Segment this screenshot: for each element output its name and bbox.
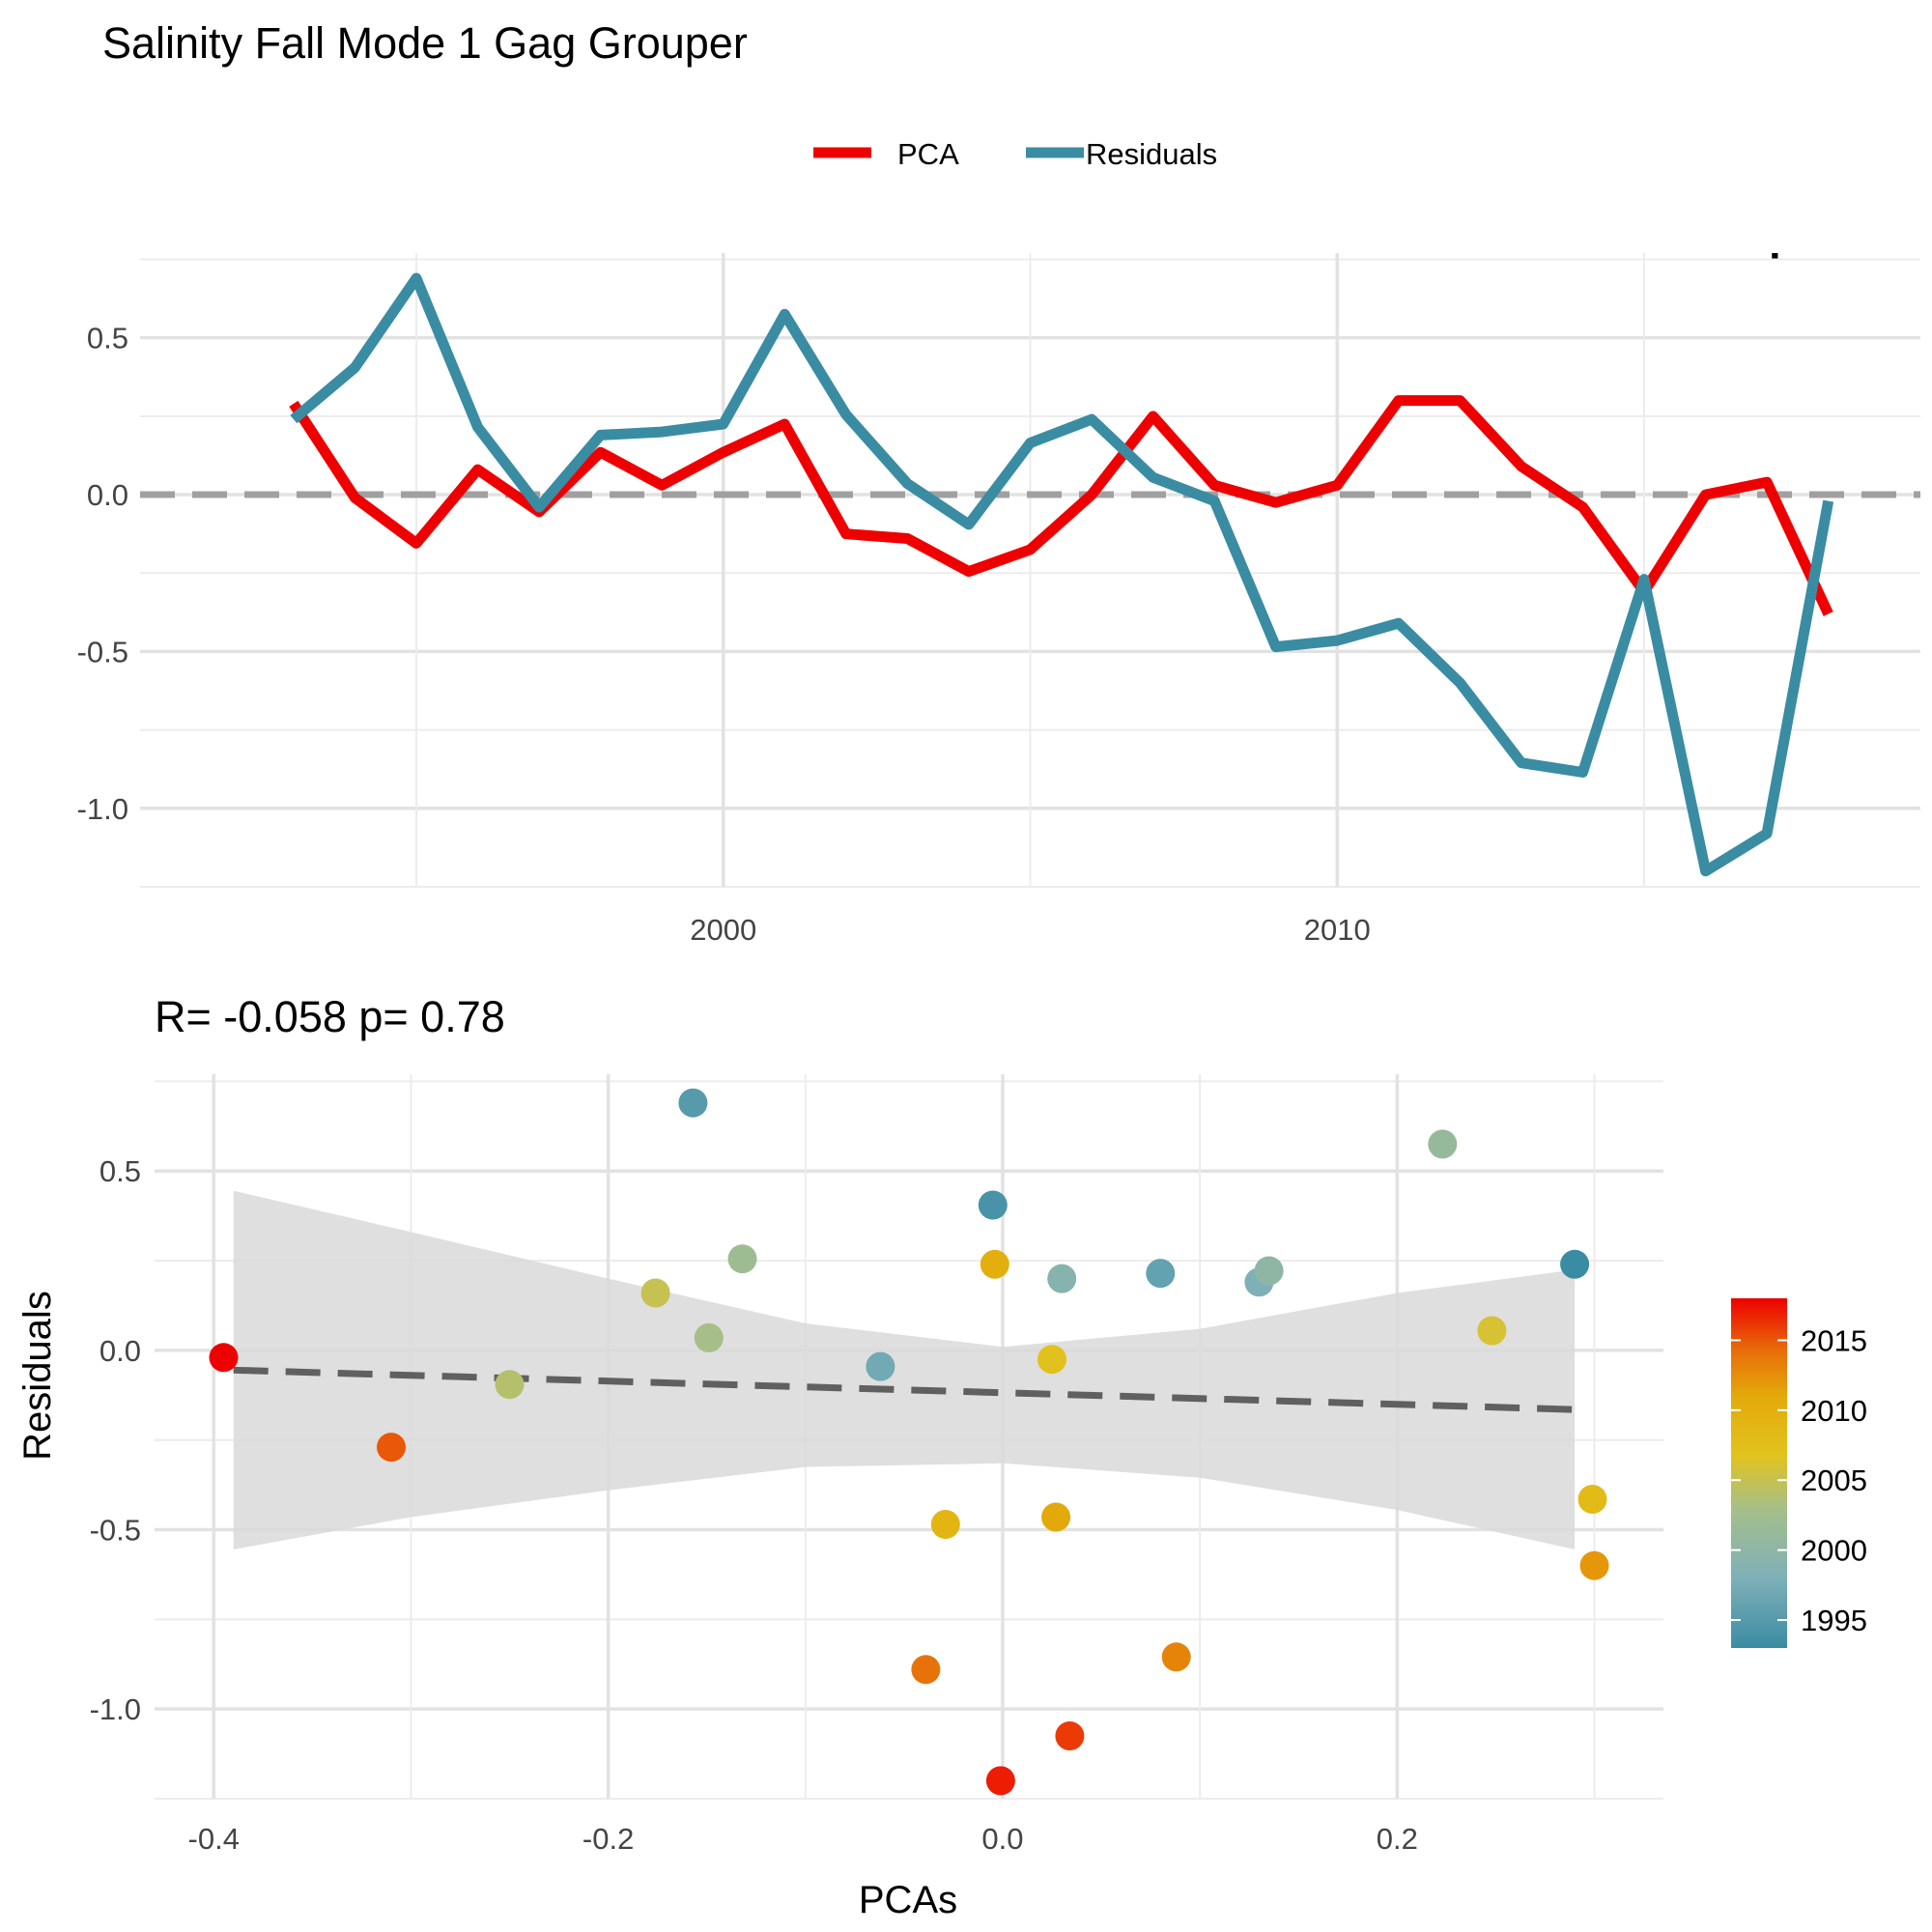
scatter-point xyxy=(1055,1721,1085,1750)
colorbar-tick-label: 2005 xyxy=(1801,1463,1867,1497)
top-y-ticks: 0.5 0.0 -0.5 -1.0 xyxy=(77,322,128,826)
legend-label-pca: PCA xyxy=(897,137,959,171)
colorbar: 2015 2010 2005 2000 1995 xyxy=(1731,1298,1867,1648)
line-chart: 0.5 0.0 -0.5 -1.0 2000 2010 R= -0.058 p= 0.7… xyxy=(77,137,1920,947)
top-corner-label: R= -0.058 p= 0.78 xyxy=(1565,210,1918,259)
x-tick-label: 0.2 xyxy=(1377,1822,1418,1856)
scatter-point xyxy=(978,1190,1008,1220)
scatter-point xyxy=(377,1433,406,1463)
scatter-point xyxy=(911,1655,941,1685)
scatter-point xyxy=(1477,1316,1507,1346)
x-tick-label: 2000 xyxy=(690,913,756,947)
colorbar-tick-label: 2000 xyxy=(1801,1534,1867,1568)
scatter-chart: R= -0.058 p= 0.78 0.50.0-0.5-1.0 -0.4 -0.… xyxy=(16,992,1867,1921)
scatter-point xyxy=(1579,1550,1609,1580)
scatter-point xyxy=(1037,1345,1066,1375)
x-tick-label: -0.2 xyxy=(582,1822,634,1856)
scatter-point xyxy=(866,1351,895,1381)
y-axis-title: Residuals xyxy=(16,1291,59,1461)
colorbar-tick-label: 1995 xyxy=(1801,1604,1867,1637)
scatter-point xyxy=(694,1322,724,1352)
scatter-point xyxy=(678,1088,708,1118)
scatter-y-ticks: 0.5 0.0 -0.5 -1.0 xyxy=(90,1154,141,1726)
scatter-point xyxy=(209,1343,239,1373)
y-tick-label: -0.5 xyxy=(90,1514,141,1548)
y-tick-label: 0.5 xyxy=(99,1154,141,1188)
scatter-point xyxy=(1254,1256,1284,1286)
colorbar-ticks: 2015 2010 2005 2000 1995 xyxy=(1731,1323,1867,1637)
confidence-ribbon xyxy=(233,1190,1576,1549)
scatter-points xyxy=(209,1088,1609,1796)
scatter-point xyxy=(1047,1264,1077,1293)
scatter-point xyxy=(1146,1259,1176,1289)
y-tick-label: 0.5 xyxy=(87,322,128,355)
x-tick-label: -0.4 xyxy=(188,1822,240,1856)
scatter-point xyxy=(640,1278,670,1308)
colorbar-tick-label: 2015 xyxy=(1801,1323,1867,1357)
scatter-point xyxy=(1428,1129,1458,1159)
x-axis-title: PCAs xyxy=(859,1879,957,1921)
y-tick-label: -1.0 xyxy=(77,792,128,826)
colorbar-tick-label: 2010 xyxy=(1801,1394,1867,1428)
scatter-point xyxy=(1161,1642,1191,1672)
scatter-x-ticks: -0.4 -0.2 0.0 0.2 xyxy=(188,1822,1418,1856)
scatter-point xyxy=(980,1249,1009,1279)
scatter-point xyxy=(1577,1485,1607,1514)
scatter-point xyxy=(985,1766,1015,1796)
series-line-residuals xyxy=(290,272,1834,877)
regression-line xyxy=(233,1366,1576,1413)
y-tick-label: 0.0 xyxy=(87,478,128,512)
y-tick-label: -0.5 xyxy=(77,635,128,668)
colorbar-gradient xyxy=(1731,1298,1787,1648)
scatter-point xyxy=(1560,1249,1590,1279)
scatter-subtitle: R= -0.058 p= 0.78 xyxy=(155,992,505,1041)
x-tick-label: 2010 xyxy=(1304,913,1371,947)
legend-label-residuals: Residuals xyxy=(1086,137,1217,171)
y-tick-label: -1.0 xyxy=(90,1692,141,1726)
scatter-point xyxy=(1041,1502,1071,1532)
x-tick-label: 0.0 xyxy=(981,1822,1023,1856)
y-tick-label: 0.0 xyxy=(99,1334,141,1368)
scatter-point xyxy=(495,1370,525,1400)
scatter-point xyxy=(930,1510,960,1539)
figure-title: Salinity Fall Mode 1 Gag Grouper xyxy=(102,18,748,68)
scatter-point xyxy=(727,1244,757,1274)
legend: PCA Residuals xyxy=(813,137,1217,171)
top-x-ticks: 2000 2010 xyxy=(690,913,1370,947)
